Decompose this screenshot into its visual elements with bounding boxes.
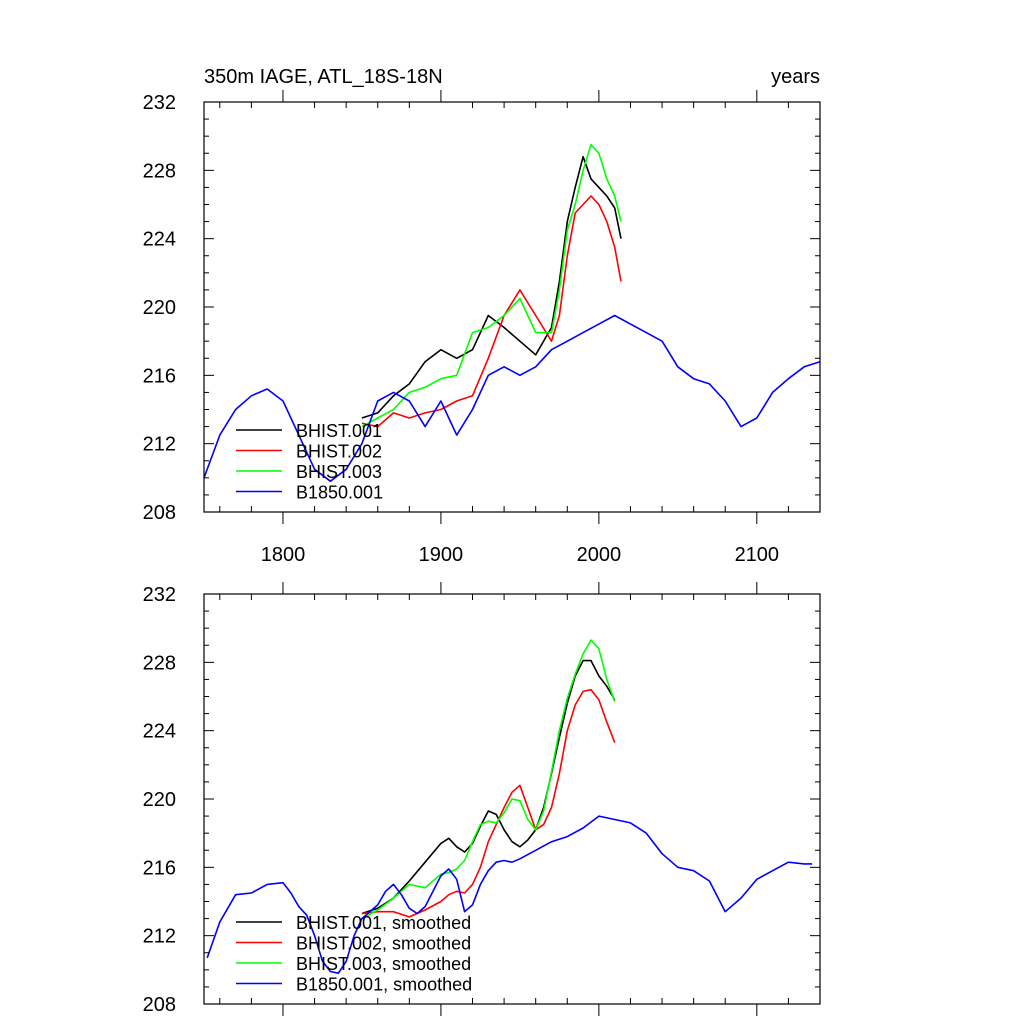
bottom-ytick-label-6: 232 (143, 584, 176, 606)
panel-title-right: years (771, 66, 820, 88)
bottom-panel: 208 212 216 220 224 228 232 BHIST.001, smoothe… (143, 582, 821, 1016)
top-series-line-0 (361, 155, 622, 419)
panel-title-left: 350m IAGE, ATL_18S-18N (204, 66, 443, 88)
bottom-ytick-label-1: 212 (143, 926, 176, 948)
bottom-series-line-3 (206, 815, 813, 975)
top-ytick-label-2: 216 (143, 365, 176, 387)
top-series-line-2 (361, 143, 622, 428)
top-ytick-label-3: 220 (143, 297, 176, 319)
top-xtick-label-0: 1800 (261, 544, 306, 566)
top-legend-label-1: BHIST.002 (296, 442, 382, 462)
bottom-ytick-label-5: 228 (143, 652, 176, 674)
top-series-line-3 (203, 314, 821, 483)
bottom-ticks: 208 212 216 220 224 228 232 (143, 582, 821, 1016)
bottom-ytick-label-4: 224 (143, 721, 176, 743)
top-series-layer (203, 143, 821, 483)
top-xtick-label-2: 2000 (577, 544, 622, 566)
bottom-plot-frame (203, 593, 821, 1005)
bottom-series-layer (206, 639, 813, 975)
top-xtick-label-1: 1900 (419, 544, 464, 566)
top-xtick-label-3: 2100 (735, 544, 780, 566)
bottom-series-line-1 (361, 688, 616, 918)
top-ytick-label-6: 232 (143, 92, 176, 114)
top-ticks: 208 212 216 220 224 228 232 1800 1900 2000 2100 (143, 90, 821, 566)
top-series-line-1 (361, 195, 622, 428)
bottom-legend-label-0: BHIST.001, smoothed (296, 913, 471, 933)
bottom-legend-label-3: B1850.001, smoothed (296, 975, 472, 995)
top-plot-frame (203, 101, 821, 513)
bottom-series-line-2 (361, 639, 616, 920)
top-ytick-label-0: 208 (143, 502, 176, 524)
top-ytick-label-4: 224 (143, 229, 176, 251)
top-legend-label-0: BHIST.001 (296, 421, 382, 441)
bottom-ytick-label-0: 208 (143, 994, 176, 1016)
bottom-legend-label-2: BHIST.003, smoothed (296, 954, 471, 974)
top-panel: 350m IAGE, ATL_18S-18N years 208 212 216 22… (143, 66, 821, 566)
top-legend-label-2: BHIST.003 (296, 462, 382, 482)
bottom-ytick-label-3: 220 (143, 789, 176, 811)
top-legend-label-3: B1850.001 (296, 483, 383, 503)
bottom-ytick-label-2: 216 (143, 857, 176, 879)
bottom-legend-label-1: BHIST.002, smoothed (296, 934, 471, 954)
bottom-series-line-0 (361, 659, 616, 915)
top-ytick-label-5: 228 (143, 160, 176, 182)
top-ytick-label-1: 212 (143, 434, 176, 456)
